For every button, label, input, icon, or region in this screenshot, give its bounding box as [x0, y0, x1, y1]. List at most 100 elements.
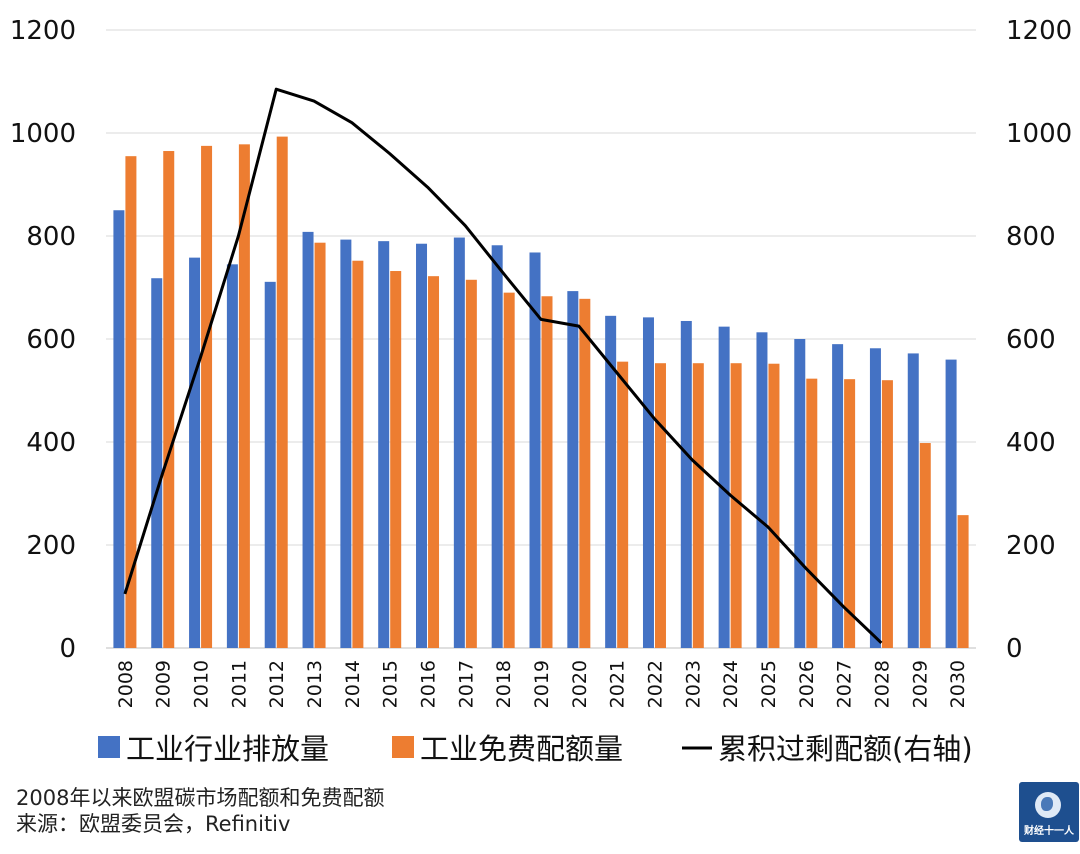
y-tick-label-right: 0: [1006, 634, 1023, 664]
bar: [465, 279, 477, 648]
bar: [264, 281, 276, 648]
logo-text: 财经十一人: [1024, 826, 1074, 837]
bar: [238, 144, 250, 648]
bar: [340, 239, 352, 649]
bar: [945, 359, 957, 648]
y-tick-label-left: 1200: [10, 16, 76, 46]
bar: [692, 363, 704, 648]
bar: [163, 151, 175, 648]
x-tick-label: 2019: [531, 660, 553, 708]
x-tick-label: 2028: [871, 660, 893, 708]
y-tick-label-right: 200: [1006, 531, 1056, 561]
bar: [579, 298, 591, 648]
y-tick-label-right: 400: [1006, 428, 1056, 458]
bar: [352, 260, 364, 648]
y-axis-right: 0 200 400 600 800 1000 1200: [1006, 16, 1072, 664]
y-tick-label-right: 600: [1006, 325, 1056, 355]
bar: [314, 242, 326, 648]
caption-source: 来源：欧盟委员会，Refinitiv: [16, 812, 291, 836]
x-axis: 2008 2009 2010 2011 2012 2013 2014 2015 2016 2017…: [115, 660, 969, 708]
x-tick-label: 2021: [607, 660, 629, 708]
x-tick-label: 2026: [796, 660, 818, 708]
y-tick-label-left: 800: [26, 222, 76, 252]
line-series: [123, 87, 883, 644]
bar: [756, 332, 768, 648]
legend-label: 工业行业排放量: [126, 732, 329, 766]
x-tick-label: 2020: [569, 660, 591, 708]
globe-icon: [1035, 792, 1061, 818]
bar: [416, 243, 428, 648]
x-tick-label: 2009: [153, 660, 175, 708]
x-tick-label: 2025: [758, 660, 780, 708]
bar: [276, 136, 288, 649]
y-tick-label-left: 0: [59, 634, 76, 664]
bars: [113, 136, 969, 649]
bar: [302, 231, 314, 648]
x-tick-label: 2027: [834, 660, 856, 708]
x-tick-label: 2016: [418, 660, 440, 708]
y-tick-label-left: 200: [26, 531, 76, 561]
y-tick-label-left: 400: [26, 428, 76, 458]
bar: [806, 378, 818, 648]
bar: [605, 315, 617, 648]
bar: [125, 156, 137, 649]
caption-title: 2008年以来欧盟碳市场配额和免费配额: [16, 786, 385, 810]
bar: [201, 145, 213, 648]
x-tick-label: 2010: [191, 660, 213, 708]
bar: [491, 245, 503, 648]
bar: [794, 339, 806, 648]
bar: [654, 363, 666, 648]
bar: [768, 363, 780, 648]
bar: [189, 257, 201, 648]
y-tick-label-left: 600: [26, 325, 76, 355]
bar: [957, 515, 969, 648]
gridlines: [106, 29, 976, 649]
legend: 工业行业排放量 工业免费配额量 累积过剩配额(右轴): [98, 732, 973, 766]
bar: [730, 363, 742, 648]
x-tick-label: 2024: [720, 660, 742, 708]
legend-swatch: [98, 736, 120, 758]
legend-swatch: [392, 736, 414, 758]
x-tick-label: 2017: [455, 660, 477, 708]
x-tick-label: 2011: [228, 660, 250, 708]
y-tick-label-right: 1200: [1006, 16, 1072, 46]
bar: [378, 241, 390, 648]
chart: 0 200 400 600 800 1000 1200 0 200 400 600 800 1000 1…: [10, 16, 1072, 766]
bar: [844, 379, 856, 648]
x-tick-label: 2022: [644, 660, 666, 708]
bar: [428, 276, 440, 648]
x-tick-label: 2008: [115, 660, 137, 708]
bar: [919, 443, 931, 648]
x-tick-label: 2013: [304, 660, 326, 708]
bar: [642, 317, 654, 648]
x-tick-label: 2014: [342, 660, 364, 708]
x-tick-label: 2018: [493, 660, 515, 708]
y-tick-label-right: 1000: [1006, 119, 1072, 149]
bar: [113, 210, 125, 648]
bar: [869, 348, 881, 648]
y-tick-label-right: 800: [1006, 222, 1056, 252]
x-tick-label: 2023: [682, 660, 704, 708]
bar: [617, 361, 629, 648]
bar: [541, 296, 553, 648]
bar: [718, 326, 730, 648]
publisher-logo: 财经十一人: [1019, 782, 1079, 842]
bar: [529, 252, 541, 649]
bar: [151, 278, 163, 648]
bar: [881, 380, 893, 648]
bar: [567, 291, 579, 648]
bar: [907, 353, 919, 648]
x-tick-label: 2030: [947, 660, 969, 708]
bar: [680, 320, 692, 648]
x-tick-label: 2012: [266, 660, 288, 708]
bar: [832, 344, 844, 648]
line-series-path: [123, 87, 883, 644]
x-tick-label: 2015: [380, 660, 402, 708]
bar: [503, 292, 515, 648]
bar: [390, 271, 402, 648]
y-tick-label-left: 1000: [10, 119, 76, 149]
x-tick-label: 2029: [909, 660, 931, 708]
legend-label: 累积过剩配额(右轴): [718, 732, 973, 766]
y-axis-left: 0 200 400 600 800 1000 1200: [10, 16, 76, 664]
bar: [226, 264, 238, 648]
